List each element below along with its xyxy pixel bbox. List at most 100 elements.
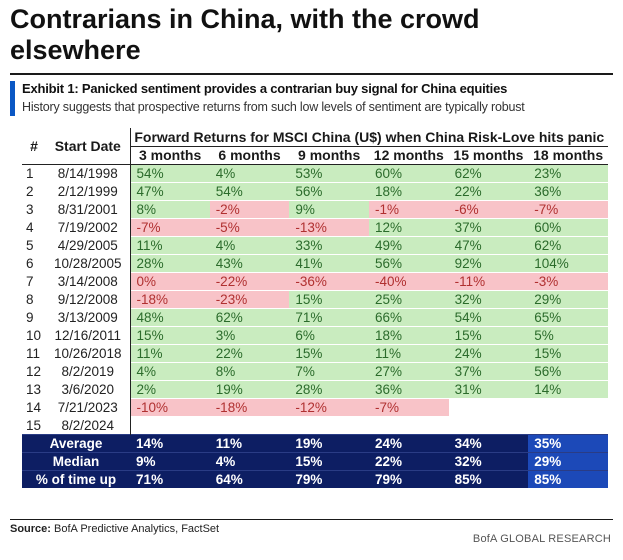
start-date-cell: 9/12/2008 bbox=[46, 289, 131, 308]
return-cell: 6% bbox=[289, 325, 369, 344]
return-cell: 56% bbox=[528, 361, 608, 380]
return-cell: 104% bbox=[528, 253, 608, 272]
return-cell: 15% bbox=[528, 343, 608, 362]
return-cell: 37% bbox=[448, 361, 529, 380]
page-title: Contrarians in China, with the crowd els… bbox=[10, 4, 480, 65]
return-cell: 11% bbox=[368, 343, 449, 362]
return-cell: -40% bbox=[368, 271, 449, 290]
table-row: 4 7/19/2002 -7% -5% -13% 12% 37% 60% bbox=[22, 217, 608, 236]
start-date-cell: 3/6/2020 bbox=[46, 379, 131, 398]
return-cell: 47% bbox=[130, 181, 210, 200]
return-cell: 66% bbox=[368, 307, 449, 326]
return-cell: 15% bbox=[448, 325, 529, 344]
summary-value: 9% bbox=[130, 451, 210, 470]
summary-row: Average 14% 11% 19% 24% 34% 35% bbox=[22, 433, 608, 452]
row-number: 14 bbox=[22, 397, 46, 416]
start-date-cell: 10/26/2018 bbox=[46, 343, 131, 362]
summary-value: 11% bbox=[209, 433, 290, 452]
row-number: 2 bbox=[22, 181, 46, 200]
return-cell: 60% bbox=[368, 163, 449, 182]
return-cell: 56% bbox=[368, 253, 449, 272]
table-row: 8 9/12/2008 -18% -23% 15% 25% 32% 29% bbox=[22, 289, 608, 308]
return-cell: 2% bbox=[130, 379, 210, 398]
summary-row: % of time up 71% 64% 79% 79% 85% 85% bbox=[22, 469, 608, 488]
table-row: 12 8/2/2019 4% 8% 7% 27% 37% 56% bbox=[22, 361, 608, 380]
return-cell: 54% bbox=[209, 181, 290, 200]
exhibit-accent-bar bbox=[10, 81, 15, 116]
return-cell: 41% bbox=[289, 253, 369, 272]
return-cell: -7% bbox=[368, 397, 449, 416]
return-cell: 12% bbox=[368, 217, 449, 236]
return-cell: 47% bbox=[448, 235, 529, 254]
start-date-cell: 7/19/2002 bbox=[46, 217, 131, 236]
return-cell: 0% bbox=[130, 271, 210, 290]
start-date-cell: 2/12/1999 bbox=[46, 181, 131, 200]
summary-value: 32% bbox=[448, 451, 529, 470]
table-row: 7 3/14/2008 0% -22% -36% -40% -11% -3% bbox=[22, 271, 608, 290]
summary-value: 35% bbox=[528, 433, 608, 452]
row-number: 12 bbox=[22, 361, 46, 380]
row-number: 10 bbox=[22, 325, 46, 344]
row-number: 4 bbox=[22, 217, 46, 236]
research-credit: BofA GLOBAL RESEARCH bbox=[472, 533, 611, 545]
group-header-forward-returns: Forward Returns for MSCI China (U$) when… bbox=[130, 128, 608, 147]
return-cell: 11% bbox=[130, 343, 210, 362]
return-cell: 27% bbox=[368, 361, 449, 380]
row-number: 7 bbox=[22, 271, 46, 290]
return-cell: 60% bbox=[528, 217, 608, 236]
return-cell: -23% bbox=[209, 289, 290, 308]
summary-value: 85% bbox=[528, 469, 608, 488]
summary-value: 79% bbox=[368, 469, 449, 488]
return-cell: 22% bbox=[209, 343, 290, 362]
summary-label: Average bbox=[22, 433, 131, 452]
return-cell: 28% bbox=[130, 253, 210, 272]
return-cell bbox=[528, 397, 608, 416]
return-cell: -1% bbox=[368, 199, 449, 218]
row-number: 9 bbox=[22, 307, 46, 326]
table-row: 13 3/6/2020 2% 19% 28% 36% 31% 14% bbox=[22, 379, 608, 398]
return-cell: 5% bbox=[528, 325, 608, 344]
return-cell: 15% bbox=[130, 325, 210, 344]
row-number: 15 bbox=[22, 415, 46, 434]
column-header-start-date: Start Date bbox=[46, 128, 131, 164]
return-cell: 62% bbox=[209, 307, 290, 326]
return-cell: 8% bbox=[209, 361, 290, 380]
return-cell bbox=[448, 415, 529, 434]
return-cell: -3% bbox=[528, 271, 608, 290]
summary-label: Median bbox=[22, 451, 131, 470]
return-cell: -11% bbox=[448, 271, 529, 290]
return-cell: -5% bbox=[209, 217, 290, 236]
return-cell: 32% bbox=[448, 289, 529, 308]
return-cell bbox=[448, 397, 529, 416]
return-cell: 4% bbox=[209, 235, 290, 254]
return-cell: 29% bbox=[528, 289, 608, 308]
table-row: 15 8/2/2024 bbox=[22, 415, 608, 434]
return-cell: 36% bbox=[528, 181, 608, 200]
source-text: BofA Predictive Analytics, FactSet bbox=[54, 523, 220, 535]
return-cell: 19% bbox=[209, 379, 290, 398]
table-row: 2 2/12/1999 47% 54% 56% 18% 22% 36% bbox=[22, 181, 608, 200]
return-cell bbox=[368, 415, 449, 434]
return-cell: -7% bbox=[528, 199, 608, 218]
return-cell: 25% bbox=[368, 289, 449, 308]
return-cell: -22% bbox=[209, 271, 290, 290]
summary-value: 64% bbox=[209, 469, 290, 488]
row-number: 11 bbox=[22, 343, 46, 362]
summary-value: 29% bbox=[528, 451, 608, 470]
return-cell: 23% bbox=[528, 163, 608, 182]
return-cell bbox=[209, 415, 290, 434]
returns-table: # Start Date Forward Returns for MSCI Ch… bbox=[22, 128, 608, 488]
return-cell: -2% bbox=[209, 199, 290, 218]
return-cell: 92% bbox=[448, 253, 529, 272]
table-row: 14 7/21/2023 -10% -18% -12% -7% bbox=[22, 397, 608, 416]
title-divider bbox=[10, 73, 613, 75]
return-cell: 9% bbox=[289, 199, 369, 218]
source-label: Source: bbox=[10, 523, 51, 535]
return-cell: 65% bbox=[528, 307, 608, 326]
exhibit-title: Exhibit 1: Panicked sentiment provides a… bbox=[22, 81, 508, 96]
column-header-period: 9 months bbox=[298, 147, 361, 163]
column-header-number: # bbox=[30, 137, 38, 154]
summary-row: Median 9% 4% 15% 22% 32% 29% bbox=[22, 451, 608, 470]
return-cell: 71% bbox=[289, 307, 369, 326]
start-date-cell: 8/14/1998 bbox=[46, 163, 131, 182]
